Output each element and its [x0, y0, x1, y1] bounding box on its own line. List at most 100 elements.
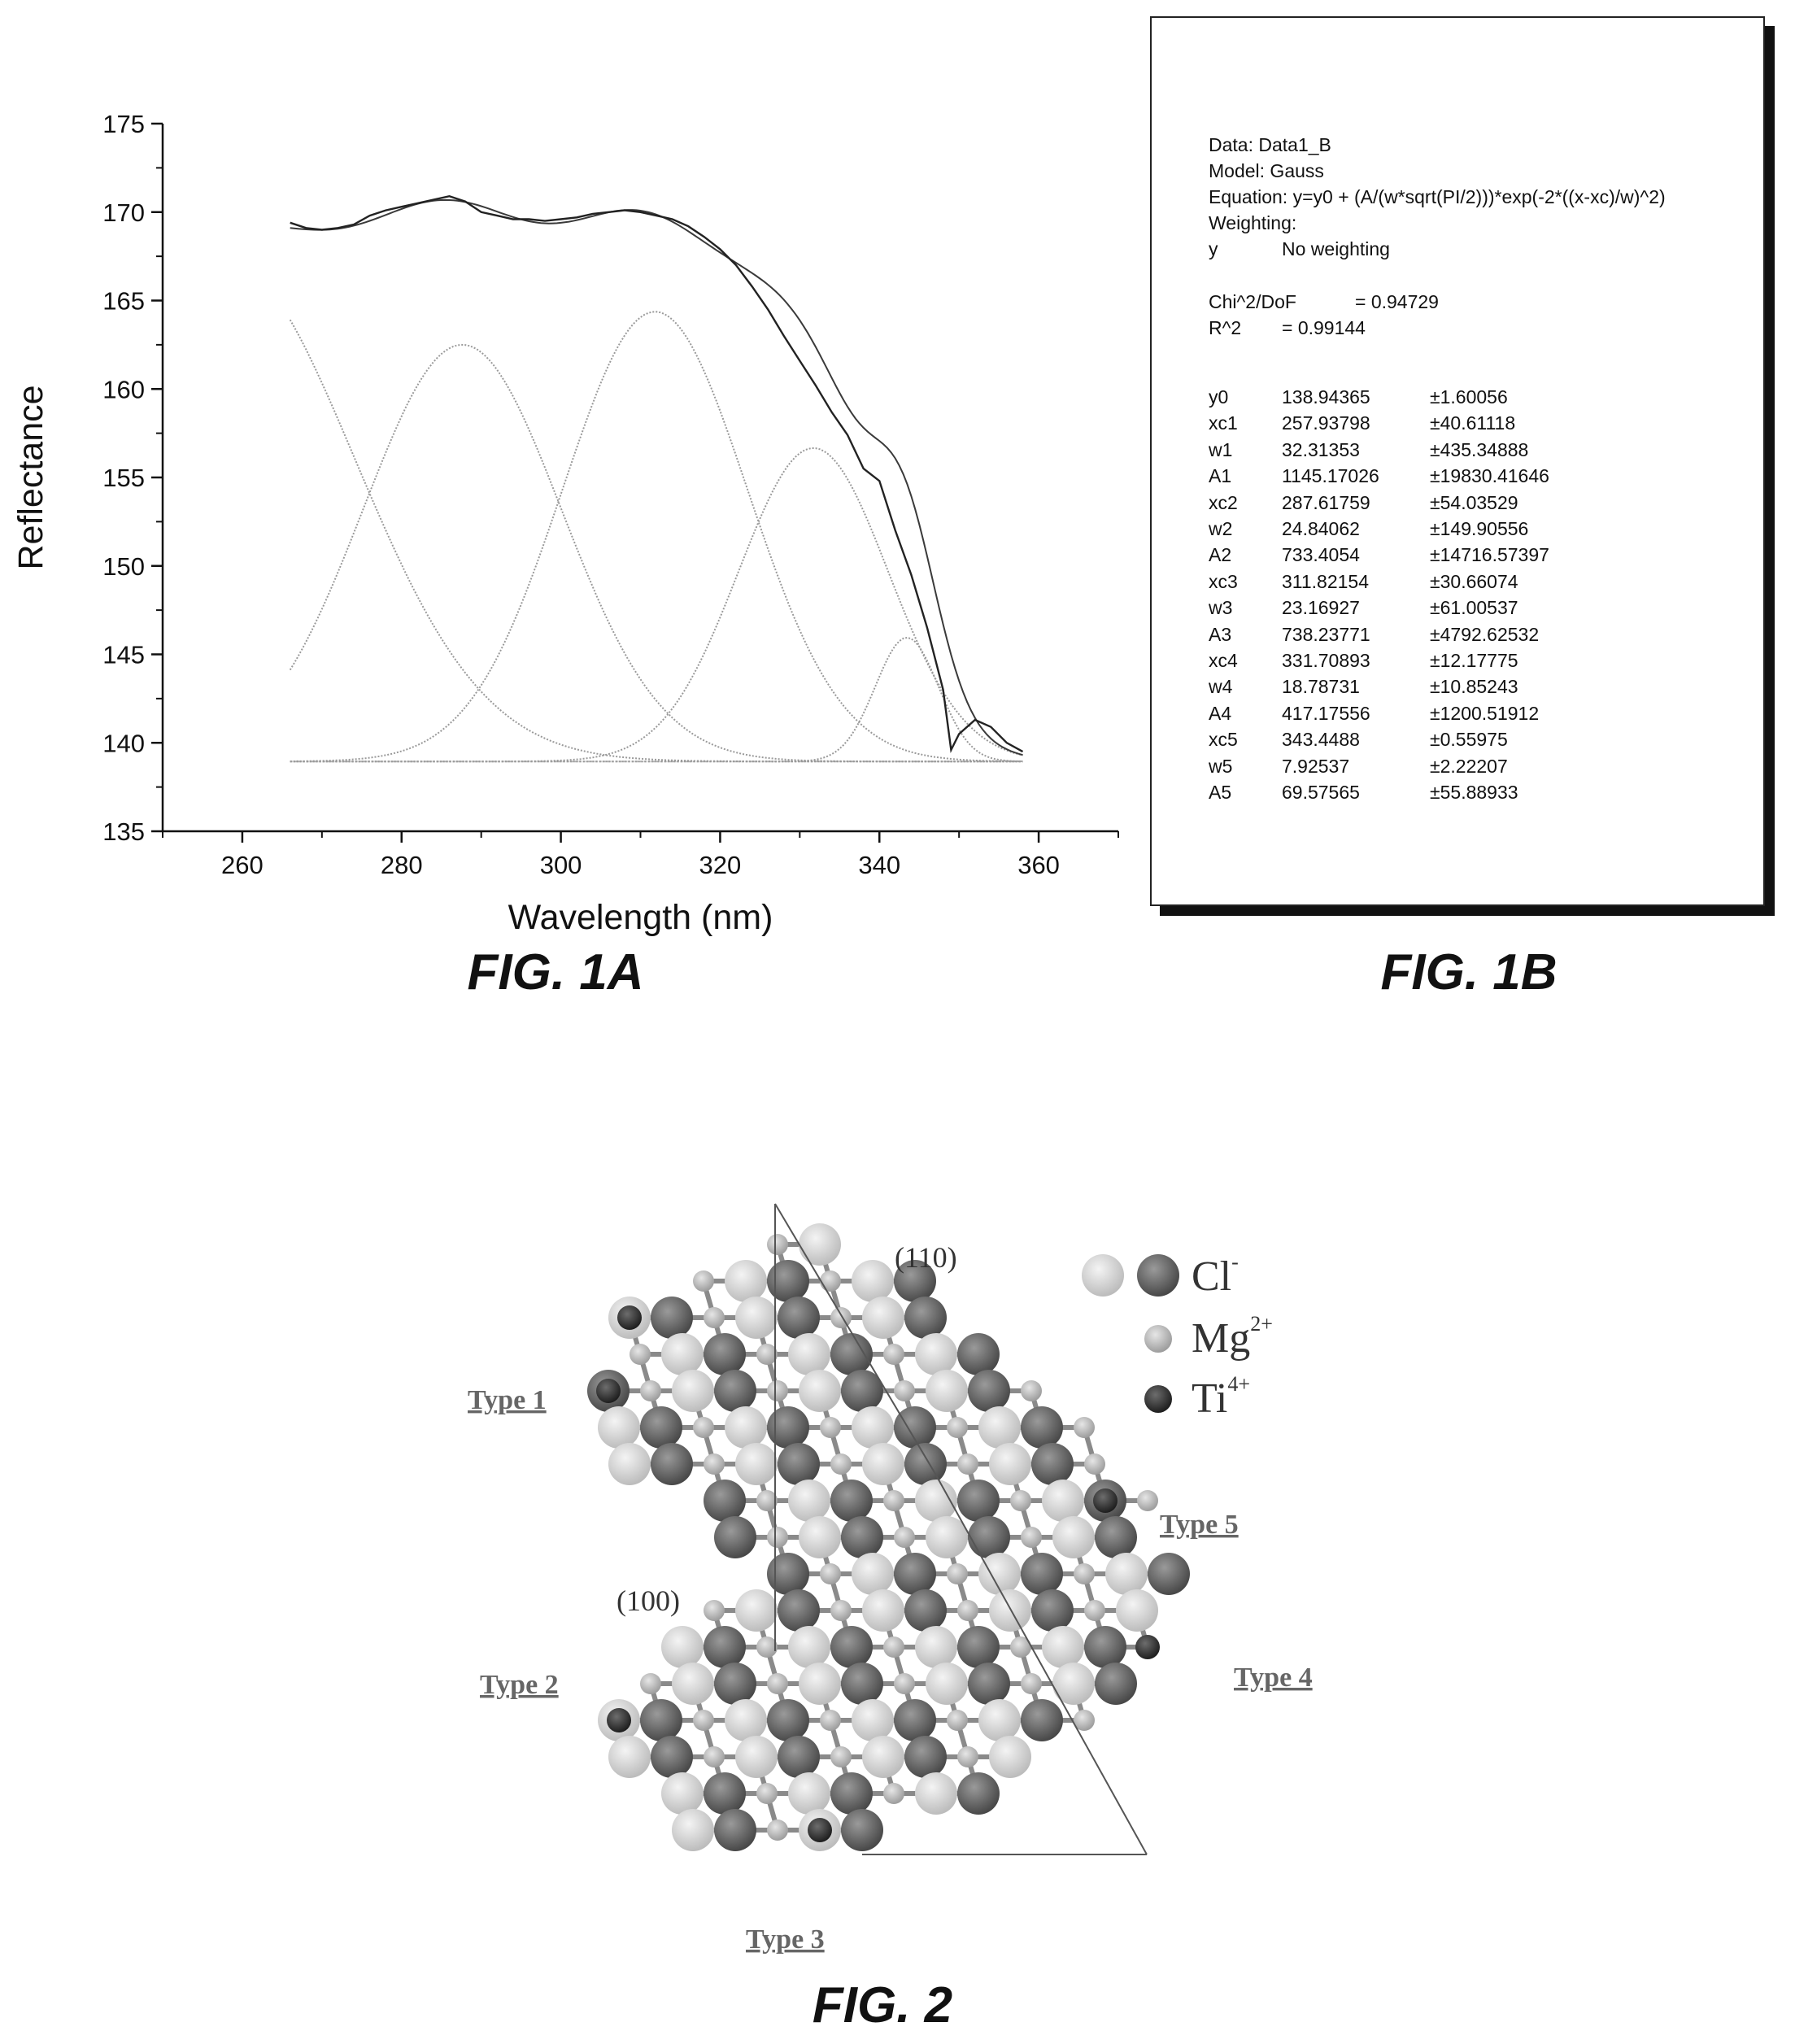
- cl-atom-dark: [830, 1333, 873, 1375]
- param-value: 311.82154: [1282, 570, 1370, 592]
- cl-atom-light: [926, 1663, 968, 1705]
- cl-atom-light: [915, 1626, 957, 1668]
- param-name: w4: [1209, 676, 1233, 698]
- cl-atom-dark: [778, 1589, 820, 1632]
- gaussian-peak-5: [290, 636, 1023, 763]
- y-tick-label: 135: [102, 817, 145, 846]
- cl-atom-light: [598, 1406, 640, 1449]
- cl-atom-light: [735, 1736, 778, 1778]
- cl-atom-light: [989, 1736, 1031, 1778]
- param-name: A5: [1209, 782, 1232, 803]
- param-error: ±55.88933: [1430, 782, 1518, 803]
- param-value: 1145.17026: [1282, 465, 1379, 487]
- cl-atom-light: [1042, 1626, 1084, 1668]
- param-name: xc2: [1209, 491, 1238, 513]
- param-error: ±14716.57397: [1430, 544, 1549, 566]
- cl-atom-light: [978, 1406, 1021, 1449]
- legend-ti-swatch: [1144, 1385, 1172, 1413]
- ti-atom: [617, 1305, 642, 1330]
- mg-atom: [820, 1417, 841, 1438]
- param-name: xc4: [1209, 650, 1238, 671]
- plane-110-label: (110): [895, 1241, 957, 1274]
- legend-mg-label: Mg2+: [1192, 1312, 1273, 1362]
- r2-value: = 0.99144: [1282, 317, 1366, 338]
- mg-atom: [767, 1234, 788, 1255]
- gaussian-components: [289, 311, 1023, 763]
- cl-atom-dark: [651, 1736, 693, 1778]
- mg-atom: [1021, 1673, 1042, 1694]
- mg-atom: [630, 1344, 651, 1365]
- param-error: ±19830.41646: [1430, 465, 1549, 487]
- measured-and-fit-curves: [290, 194, 1024, 756]
- gaussian-peak-3: [290, 311, 1023, 762]
- mg-atom: [830, 1600, 852, 1621]
- param-error: ±12.17775: [1430, 650, 1518, 671]
- mg-atom: [957, 1600, 978, 1621]
- cl-atom-light: [915, 1333, 957, 1375]
- cl-atom-light: [1052, 1663, 1095, 1705]
- fit-report-panel: Data: Data1_B Model: Gauss Equation: y=y…: [1150, 16, 1765, 906]
- y-tick-label: 160: [102, 375, 145, 403]
- cl-atom-dark: [841, 1663, 883, 1705]
- cl-atom-dark: [968, 1663, 1010, 1705]
- param-error: ±30.66074: [1430, 570, 1518, 592]
- cl-atom-dark: [767, 1260, 809, 1302]
- cl-atom-light: [735, 1443, 778, 1485]
- param-value: 287.61759: [1282, 491, 1370, 513]
- mg-atom: [883, 1637, 904, 1658]
- param-error: ±1.60056: [1430, 386, 1508, 407]
- cl-atom-light: [862, 1736, 904, 1778]
- mg-atom: [756, 1490, 778, 1511]
- x-tick-label: 300: [540, 851, 582, 879]
- cl-atom-light: [672, 1663, 714, 1705]
- ti-atom: [1135, 1635, 1160, 1659]
- cl-atom-dark: [640, 1406, 682, 1449]
- cl-atom-light: [978, 1699, 1021, 1741]
- mg-atom: [640, 1673, 661, 1694]
- x-tick-label: 360: [1017, 851, 1060, 879]
- mg-atom: [767, 1527, 788, 1548]
- legend-cl-light-swatch: [1082, 1254, 1124, 1297]
- r2-label: R^2: [1209, 317, 1242, 338]
- mg-atom: [1074, 1417, 1095, 1438]
- param-value: 738.23771: [1282, 623, 1370, 645]
- cl-atom-dark: [830, 1772, 873, 1815]
- cl-atom-light: [735, 1589, 778, 1632]
- mg-atom: [756, 1344, 778, 1365]
- cl-atom-dark: [651, 1443, 693, 1485]
- param-value: 138.94365: [1282, 386, 1370, 407]
- mg-atom: [704, 1746, 725, 1767]
- param-value: 24.84062: [1282, 518, 1360, 539]
- fig2-crystal-structure: (110) (100) Type 1 Type 2 Type 3 Type 4 …: [468, 1203, 1313, 1955]
- y-tick-label: 175: [102, 110, 145, 138]
- mg-atom: [947, 1710, 968, 1731]
- x-tick-label: 340: [858, 851, 900, 879]
- cl-atom-light: [989, 1589, 1031, 1632]
- cl-atom-light: [862, 1589, 904, 1632]
- param-error: ±61.00537: [1430, 597, 1518, 619]
- type-1-label: Type 1: [468, 1385, 547, 1415]
- param-value: 7.92537: [1282, 755, 1350, 777]
- cl-atom-dark: [640, 1699, 682, 1741]
- param-value: 733.4054: [1282, 544, 1360, 566]
- cl-atom-light: [1042, 1480, 1084, 1522]
- type-2-label: Type 2: [480, 1670, 559, 1700]
- cl-atom-dark: [968, 1516, 1010, 1558]
- param-value: 417.17556: [1282, 702, 1370, 724]
- chart-axes: 135 140 145 150 155 160 165 170 175 260 280 300 320 3…: [102, 110, 1119, 879]
- cl-atom-light: [672, 1809, 714, 1851]
- y-tick-label: 165: [102, 287, 145, 316]
- param-name: xc5: [1209, 729, 1238, 751]
- cl-atom-light: [788, 1480, 830, 1522]
- gaussian-peak-1: [289, 319, 1023, 763]
- ti-atom: [596, 1379, 621, 1403]
- legend-cl-dark-swatch: [1137, 1254, 1179, 1297]
- param-value: 257.93798: [1282, 412, 1370, 434]
- param-error: ±2.22207: [1430, 755, 1508, 777]
- param-error: ±1200.51912: [1430, 702, 1540, 724]
- cl-atom-dark: [894, 1553, 936, 1595]
- type-4-label: Type 4: [1234, 1663, 1313, 1693]
- mg-atom: [1021, 1380, 1042, 1401]
- cl-atom-light: [926, 1370, 968, 1412]
- cl-atom-dark: [957, 1480, 1000, 1522]
